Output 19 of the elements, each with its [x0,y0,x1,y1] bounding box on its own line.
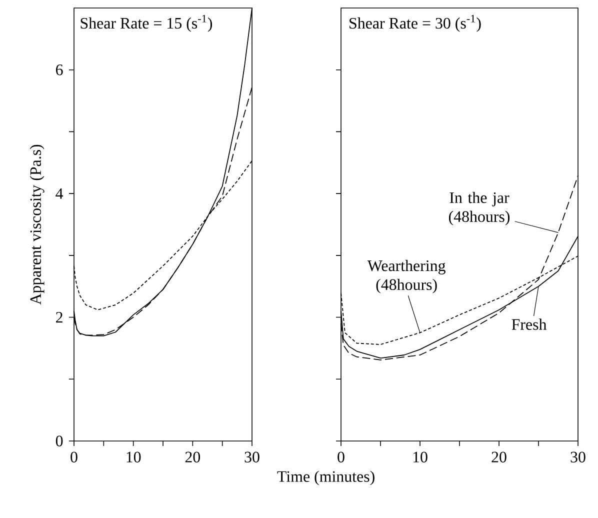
x-tick-label: 20 [185,452,200,462]
x-tick-label: 0 [70,452,78,462]
x-tick-label: 30 [570,452,586,462]
y-tick-label: 0 [56,436,63,446]
x-tick-label: 10 [413,452,428,462]
chart-title: Shear Rate = 15 (s$^{-1}$) [80,14,212,32]
x-tick-label: 30 [244,452,260,462]
text: In the jar (48hours) [448,192,510,226]
x-tick-label: 0 [338,452,344,462]
y-tick-label: 4 [56,188,64,199]
y-tick-label: 6 [56,64,63,76]
y-tick-label: 2 [56,312,62,323]
x-tick-label: 20 [492,452,506,462]
series-label: Wearthering (48hours) [367,260,446,294]
legend-label: Fresh [512,318,547,330]
x-tick-label: 10 [126,452,141,462]
chart-title: Shear Rate = 30 (s$^{-1}$) [350,14,481,32]
y-axis-title: Apparent viscosity (Pa.s) [30,144,44,305]
x-axis-title: Time (minutes) [277,470,374,486]
